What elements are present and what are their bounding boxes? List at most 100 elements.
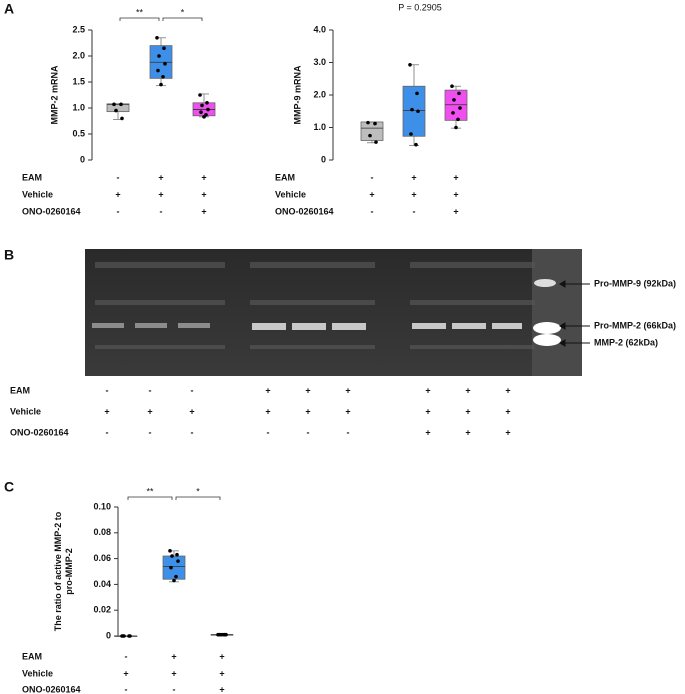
condition-label: EAM [22, 651, 42, 661]
data-point [114, 108, 118, 113]
condition-sign: + [345, 385, 350, 395]
data-point [200, 103, 204, 108]
condition-sign: + [505, 427, 510, 437]
data-point [366, 120, 370, 125]
y-tick-label: 4.0 [313, 24, 326, 34]
condition-sign: + [505, 406, 510, 416]
condition-sign: + [171, 651, 176, 661]
condition-sign: + [465, 385, 470, 395]
gel-image [85, 249, 590, 376]
condition-sign: + [201, 189, 206, 199]
condition-sign: + [453, 206, 458, 216]
condition-sign: + [305, 406, 310, 416]
y-tick-label: 0.02 [93, 605, 111, 615]
data-point [121, 634, 125, 638]
data-point [368, 133, 372, 138]
condition-sign: - [106, 385, 109, 395]
y-tick-label: 0.04 [93, 579, 111, 589]
data-point [199, 110, 203, 114]
box [106, 103, 130, 113]
condition-sign: - [125, 651, 128, 661]
data-point [155, 36, 159, 40]
condition-sign: - [160, 206, 163, 216]
condition-sign: - [191, 427, 194, 437]
y-axis-label: MMP-9 mRNA [292, 65, 302, 125]
y-axis-label: pro-MMP-2 [64, 548, 74, 595]
data-point [162, 46, 166, 50]
band-label: Pro-MMP-2 (66kDa) [594, 320, 676, 330]
data-point [198, 93, 202, 97]
y-tick-label: 0.06 [93, 553, 111, 563]
data-point [159, 82, 163, 87]
condition-sign: + [219, 651, 224, 661]
condition-sign: + [425, 385, 430, 395]
condition-sign: + [453, 189, 458, 199]
condition-label: Vehicle [275, 189, 306, 199]
condition-sign: + [425, 406, 430, 416]
data-point [163, 62, 167, 66]
condition-sign: - [149, 427, 152, 437]
data-point [414, 142, 418, 147]
box [444, 89, 468, 121]
y-tick-label: 2.0 [72, 50, 85, 60]
condition-sign: + [201, 206, 206, 216]
data-point [408, 62, 412, 67]
data-point [120, 116, 124, 121]
significance-label: * [196, 486, 200, 496]
band-label: Pro-MMP-9 (92kDa) [594, 278, 676, 288]
condition-sign: - [117, 206, 120, 216]
condition-label: ONO-0260164 [10, 427, 69, 437]
box [162, 555, 186, 580]
condition-sign: - [125, 684, 128, 694]
y-tick-label: 2.0 [313, 89, 326, 99]
condition-label: ONO-0260164 [275, 206, 334, 216]
y-tick-label: 0 [106, 630, 111, 640]
chart-title: P = 0.2905 [398, 2, 442, 12]
data-point [202, 115, 206, 119]
condition-sign: - [413, 206, 416, 216]
condition-sign: - [371, 172, 374, 182]
condition-sign: - [106, 427, 109, 437]
condition-sign: + [369, 189, 374, 199]
condition-sign: + [453, 172, 458, 182]
condition-sign: + [201, 172, 206, 182]
y-tick-label: 1.0 [313, 122, 326, 132]
condition-sign: - [307, 427, 310, 437]
y-tick-label: 1.5 [72, 76, 85, 86]
condition-sign: + [265, 385, 270, 395]
significance-bracket [162, 17, 203, 21]
condition-sign: + [147, 406, 152, 416]
data-point [451, 111, 455, 115]
data-point [157, 54, 161, 58]
data-point [416, 109, 420, 114]
condition-sign: - [267, 427, 270, 437]
panel-label: C [4, 479, 14, 495]
condition-label: Vehicle [22, 189, 53, 199]
data-point [454, 125, 458, 130]
data-point [220, 632, 224, 637]
significance-label: ** [136, 7, 144, 17]
box [402, 85, 426, 137]
data-point [176, 559, 180, 563]
y-tick-label: 3.0 [313, 57, 326, 67]
panel-label: B [4, 247, 14, 263]
significance-label: * [181, 7, 185, 17]
data-point [119, 102, 123, 107]
condition-label: ONO-0260164 [22, 206, 81, 216]
y-axis-label: The ratio of active MMP-2 to [53, 511, 63, 631]
condition-sign: - [347, 427, 350, 437]
y-tick-label: 0.5 [72, 128, 85, 138]
condition-sign: - [117, 172, 120, 182]
data-point [457, 91, 461, 96]
data-point [172, 578, 176, 583]
data-point [170, 554, 174, 558]
y-tick-label: 1.0 [72, 102, 85, 112]
condition-sign: + [345, 406, 350, 416]
data-point [373, 121, 377, 126]
condition-sign: + [465, 427, 470, 437]
condition-sign: + [425, 427, 430, 437]
condition-label: EAM [10, 385, 30, 395]
condition-label: Vehicle [10, 406, 41, 416]
y-tick-label: 0 [80, 154, 85, 164]
